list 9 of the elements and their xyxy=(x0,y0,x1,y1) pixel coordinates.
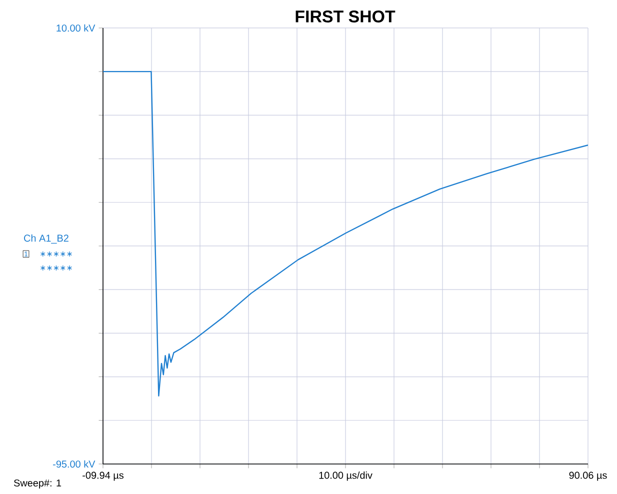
y-tick-label: 10.00 kV xyxy=(56,24,96,32)
text: Sweep#: 1 xyxy=(14,479,62,488)
line-series xyxy=(103,70,588,396)
x-tick-label: 90.06 µs xyxy=(569,472,607,481)
text: Ch A1_B2 xyxy=(24,234,68,244)
chart-title: FIRST SHOT xyxy=(296,10,396,22)
x-tick-label: -09.94 µs xyxy=(82,472,124,481)
y-tick-label: -95.00 kV xyxy=(53,460,96,468)
x-axis-title: 10.00 µs/div xyxy=(319,471,372,481)
